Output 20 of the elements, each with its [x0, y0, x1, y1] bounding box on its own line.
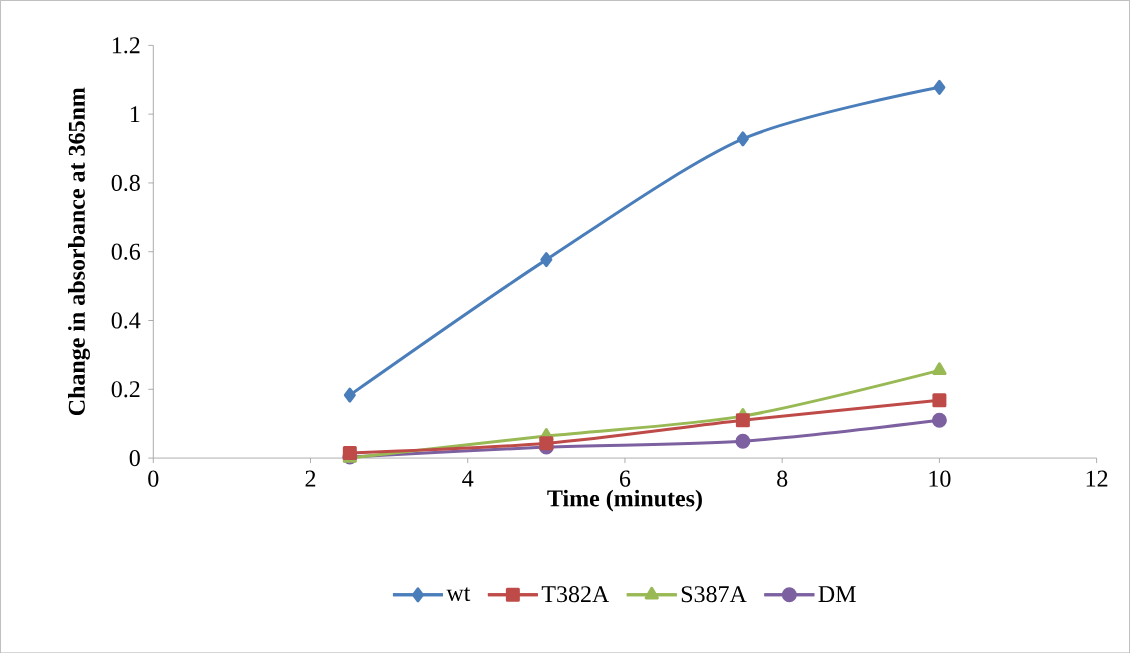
- x-tick-label: 10: [929, 470, 951, 487]
- y-tick-label: 1: [130, 106, 140, 122]
- legend-label: S387A: [681, 585, 747, 603]
- y-tick-label: 0: [129, 449, 140, 467]
- x-tick-label: 4: [462, 470, 474, 487]
- y-tick-label: 0.6: [111, 243, 141, 260]
- y-tick-label: 0.8: [111, 174, 140, 191]
- legend-label: DM: [818, 586, 856, 602]
- x-tick-label: 2: [305, 470, 316, 487]
- y-tick-label: 1.2: [112, 37, 140, 54]
- x-tick-label: 0: [148, 470, 159, 487]
- x-axis-title: Time (minutes): [547, 489, 702, 512]
- x-tick-label: 8: [777, 470, 788, 487]
- legend-label: wt: [446, 587, 471, 601]
- y-axis-title: Change in absorbance at 365nm: [68, 87, 90, 415]
- x-tick-label: 12: [1086, 470, 1108, 487]
- y-tick-label: 0.4: [111, 312, 141, 329]
- x-tick-label: 6: [620, 470, 631, 487]
- legend-label: T382A: [541, 585, 610, 603]
- y-tick-label: 0.2: [111, 380, 140, 398]
